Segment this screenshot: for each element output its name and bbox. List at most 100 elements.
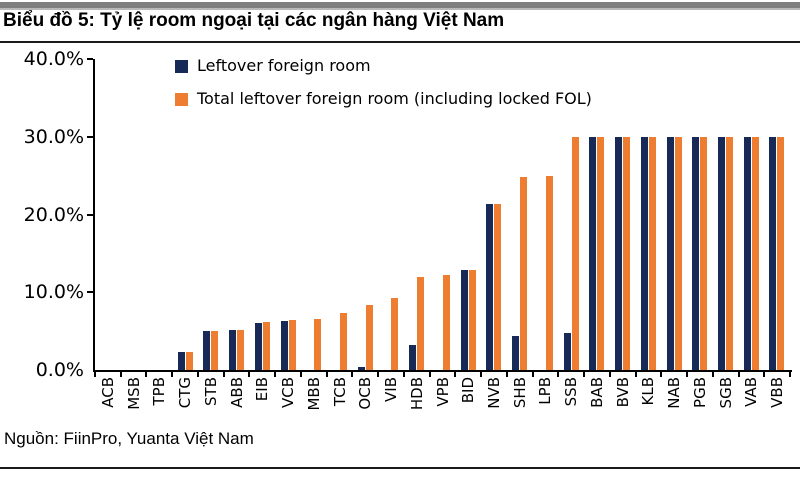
- category-slot-nab: [661, 59, 687, 370]
- bar-total-nab: [674, 136, 682, 370]
- category-slot-klb: [635, 59, 661, 370]
- category-slot-ssb: [558, 59, 584, 370]
- x-axis-label-eib: EIB: [253, 377, 272, 402]
- bar-leftover-vab: [743, 136, 751, 370]
- x-axis-tick: [454, 372, 457, 377]
- x-axis-label-vab: VAB: [742, 377, 761, 407]
- bar-leftover-abb: [229, 329, 237, 370]
- bar-total-klb: [648, 136, 656, 370]
- x-axis-tick: [94, 372, 96, 377]
- bar-total-shb: [520, 177, 528, 370]
- legend-label: Total leftover foreign room (including l…: [197, 89, 592, 108]
- x-axis-line: [93, 370, 792, 372]
- category-slot-nvb: [481, 59, 507, 370]
- x-axis-tick: [402, 372, 405, 377]
- category-slot-msb: [121, 59, 147, 370]
- x-axis-label-stb: STB: [201, 377, 220, 406]
- legend: Leftover foreign room Total leftover for…: [175, 56, 592, 122]
- x-axis-tick: [789, 372, 791, 377]
- x-axis-label-tpb: TPB: [150, 377, 169, 406]
- bar-leftover-eib: [254, 322, 262, 370]
- y-axis-tick-label: 30.0%: [23, 125, 84, 148]
- bar-total-bvb: [623, 136, 631, 370]
- bar-total-pgb: [700, 136, 708, 370]
- category-slot-vab: [738, 59, 764, 370]
- x-axis-label-bvb: BVB: [613, 377, 632, 408]
- legend-swatch-navy: [175, 59, 188, 73]
- category-slot-ocb: [352, 59, 378, 370]
- x-axis-tick: [480, 372, 483, 377]
- bar-leftover-sgb: [717, 136, 725, 370]
- bar-total-eib: [262, 321, 270, 370]
- x-axis-label-ocb: OCB: [356, 377, 375, 410]
- legend-label: Leftover foreign room: [197, 56, 371, 75]
- x-axis-tick: [325, 372, 328, 377]
- bar-leftover-nvb: [486, 204, 494, 370]
- bar-leftover-bid: [460, 270, 468, 370]
- bar-leftover-klb: [640, 136, 648, 370]
- category-slot-bvb: [610, 59, 636, 370]
- category-slot-abb: [224, 59, 250, 370]
- x-axis-tick: [763, 372, 766, 377]
- category-slot-pgb: [687, 59, 713, 370]
- category-slot-bab: [584, 59, 610, 370]
- y-axis-line: [93, 59, 95, 372]
- x-axis-label-mbb: MBB: [304, 377, 323, 411]
- category-slot-tcb: [327, 59, 353, 370]
- bar-total-vbb: [777, 136, 785, 370]
- x-axis-tick: [145, 372, 148, 377]
- x-axis-tick: [248, 372, 251, 377]
- x-axis-label-ctg: CTG: [176, 377, 195, 409]
- y-axis-tick-label: 20.0%: [23, 203, 84, 226]
- y-axis-tick-label: 40.0%: [23, 48, 84, 70]
- bar-leftover-ssb: [563, 333, 571, 370]
- category-slot-mbb: [301, 59, 327, 370]
- x-axis-label-tcb: TCB: [330, 377, 349, 407]
- bars-plot-area: [95, 59, 790, 370]
- x-axis-tick: [274, 372, 277, 377]
- bar-total-vcb: [288, 320, 296, 370]
- bar-leftover-hdb: [409, 345, 417, 370]
- bar-leftover-vbb: [769, 136, 777, 370]
- bar-total-ctg: [185, 352, 193, 370]
- x-axis-tick: [660, 372, 663, 377]
- x-axis-tick: [351, 372, 354, 377]
- legend-item-total-leftover-foreign-room: Total leftover foreign room (including l…: [175, 89, 592, 109]
- x-axis-tick: [634, 372, 637, 377]
- bar-leftover-vcb: [280, 321, 288, 370]
- x-axis-tick: [428, 372, 431, 377]
- x-axis-tick: [299, 372, 302, 377]
- bar-leftover-stb: [203, 331, 211, 370]
- category-slot-vbb: [764, 59, 790, 370]
- x-axis-tick: [196, 372, 199, 377]
- bar-total-vib: [391, 297, 399, 370]
- top-divider-bar: [0, 2, 800, 10]
- x-axis-tick: [505, 372, 508, 377]
- bar-leftover-nab: [666, 136, 674, 370]
- bar-total-tcb: [339, 313, 347, 370]
- bar-total-vpb: [442, 275, 450, 370]
- x-axis-tick: [557, 372, 560, 377]
- bar-total-sgb: [725, 136, 733, 370]
- x-axis-label-hdb: HDB: [407, 377, 426, 411]
- bar-total-ssb: [571, 136, 579, 370]
- x-axis-label-msb: MSB: [124, 377, 143, 410]
- category-slot-ctg: [172, 59, 198, 370]
- category-slot-eib: [249, 59, 275, 370]
- bar-total-vab: [751, 136, 759, 370]
- x-axis-label-bab: BAB: [587, 377, 606, 408]
- bar-total-stb: [211, 331, 219, 370]
- y-axis-tick-label: 0.0%: [35, 359, 84, 381]
- legend-item-leftover-foreign-room: Leftover foreign room: [175, 56, 592, 76]
- bar-leftover-bab: [589, 136, 597, 370]
- bar-total-abb: [237, 329, 245, 370]
- y-axis-tick-label: 10.0%: [23, 281, 84, 304]
- source-note: Nguồn: FiinPro, Yuanta Việt Nam: [4, 429, 254, 448]
- x-axis-tick: [583, 372, 586, 377]
- x-axis-label-bid: BID: [459, 377, 478, 404]
- x-axis-label-vbb: VBB: [768, 377, 787, 408]
- bottom-divider-line: [0, 467, 800, 469]
- bar-leftover-ocb: [357, 366, 365, 370]
- page-title: Biểu đồ 5: Tỷ lệ room ngoại tại các ngân…: [3, 10, 505, 31]
